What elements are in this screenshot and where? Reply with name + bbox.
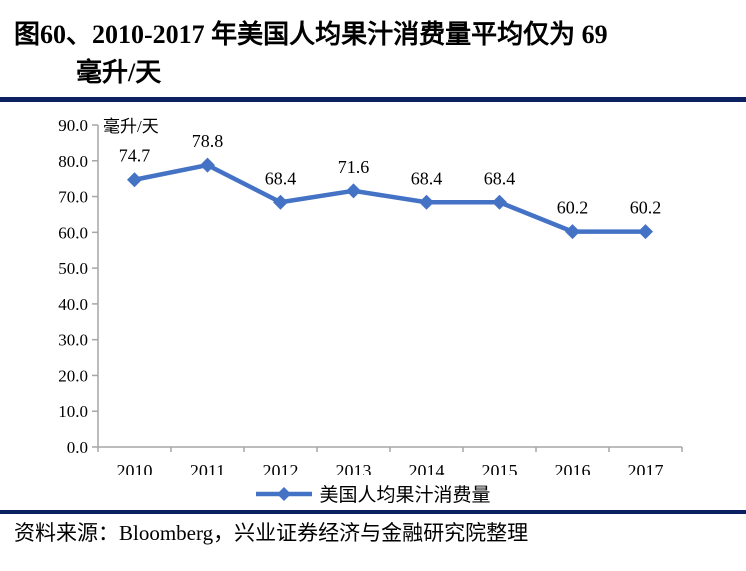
data-point-marker [346, 183, 361, 199]
data-point-marker [565, 224, 580, 240]
y-axis-label: 40.0 [58, 295, 88, 314]
figure-title-line1: 图60、2010-2017 年美国人均果汁消费量平均仅为 69 [14, 20, 608, 49]
y-axis-label: 70.0 [58, 188, 88, 207]
y-axis-label: 90.0 [58, 116, 88, 135]
data-point-label: 78.8 [192, 131, 224, 151]
data-point-label: 60.2 [630, 198, 662, 218]
data-point-marker [419, 194, 434, 210]
data-point-label: 68.4 [411, 168, 443, 188]
x-axis-label: 2017 [628, 461, 664, 475]
y-axis-label: 30.0 [58, 331, 88, 350]
y-axis-label: 10.0 [58, 402, 88, 421]
source-divider-bar [0, 510, 746, 514]
y-axis-label: 50.0 [58, 259, 88, 278]
data-point-marker [638, 224, 653, 240]
y-axis-label: 0.0 [67, 438, 88, 457]
legend-series-label: 美国人均果汁消费量 [319, 485, 491, 506]
y-axis-label: 20.0 [58, 366, 88, 385]
series-line [132, 162, 648, 234]
x-axis-label: 2015 [482, 461, 518, 475]
x-axis-label: 2012 [263, 461, 299, 475]
x-axis-label: 2014 [409, 461, 445, 475]
x-axis-label: 2013 [336, 461, 372, 475]
title-divider-bar [0, 97, 746, 102]
axis-unit-label: 毫升/天 [103, 117, 159, 136]
figure-title: 图60、2010-2017 年美国人均果汁消费量平均仅为 69 毫升/天 [14, 16, 732, 92]
x-axis-label: 2010 [117, 461, 153, 475]
source-note: 资料来源：Bloomberg，兴业证券经济与金融研究院整理 [14, 521, 529, 545]
juice-consumption-line-chart: 0.0 10.0 20.0 30.0 40.0 50.0 60.0 70.0 80.0 90.0 2… [58, 116, 683, 481]
data-point-label: 68.4 [484, 168, 516, 188]
data-point-label: 71.6 [338, 157, 370, 177]
data-point-marker [492, 194, 507, 210]
data-point-label: 68.4 [265, 168, 297, 188]
x-axis-label: 2016 [555, 461, 591, 475]
figure-title-line2: 毫升/天 [76, 58, 162, 87]
data-point-label: 60.2 [557, 198, 589, 218]
data-point-marker [273, 194, 288, 210]
data-point-marker [127, 172, 142, 188]
data-point-marker [200, 157, 215, 173]
chart-area: 0.0 10.0 20.0 30.0 40.0 50.0 60.0 70.0 80.0 90.0 2… [0, 110, 746, 481]
y-axis-label: 80.0 [58, 152, 88, 171]
chart-legend: 美国人均果汁消费量 [0, 480, 746, 507]
y-axis-label: 60.0 [58, 223, 88, 242]
legend-series-marker-icon [256, 486, 313, 501]
data-point-label: 74.7 [119, 146, 151, 166]
x-axis-label: 2011 [190, 461, 225, 475]
